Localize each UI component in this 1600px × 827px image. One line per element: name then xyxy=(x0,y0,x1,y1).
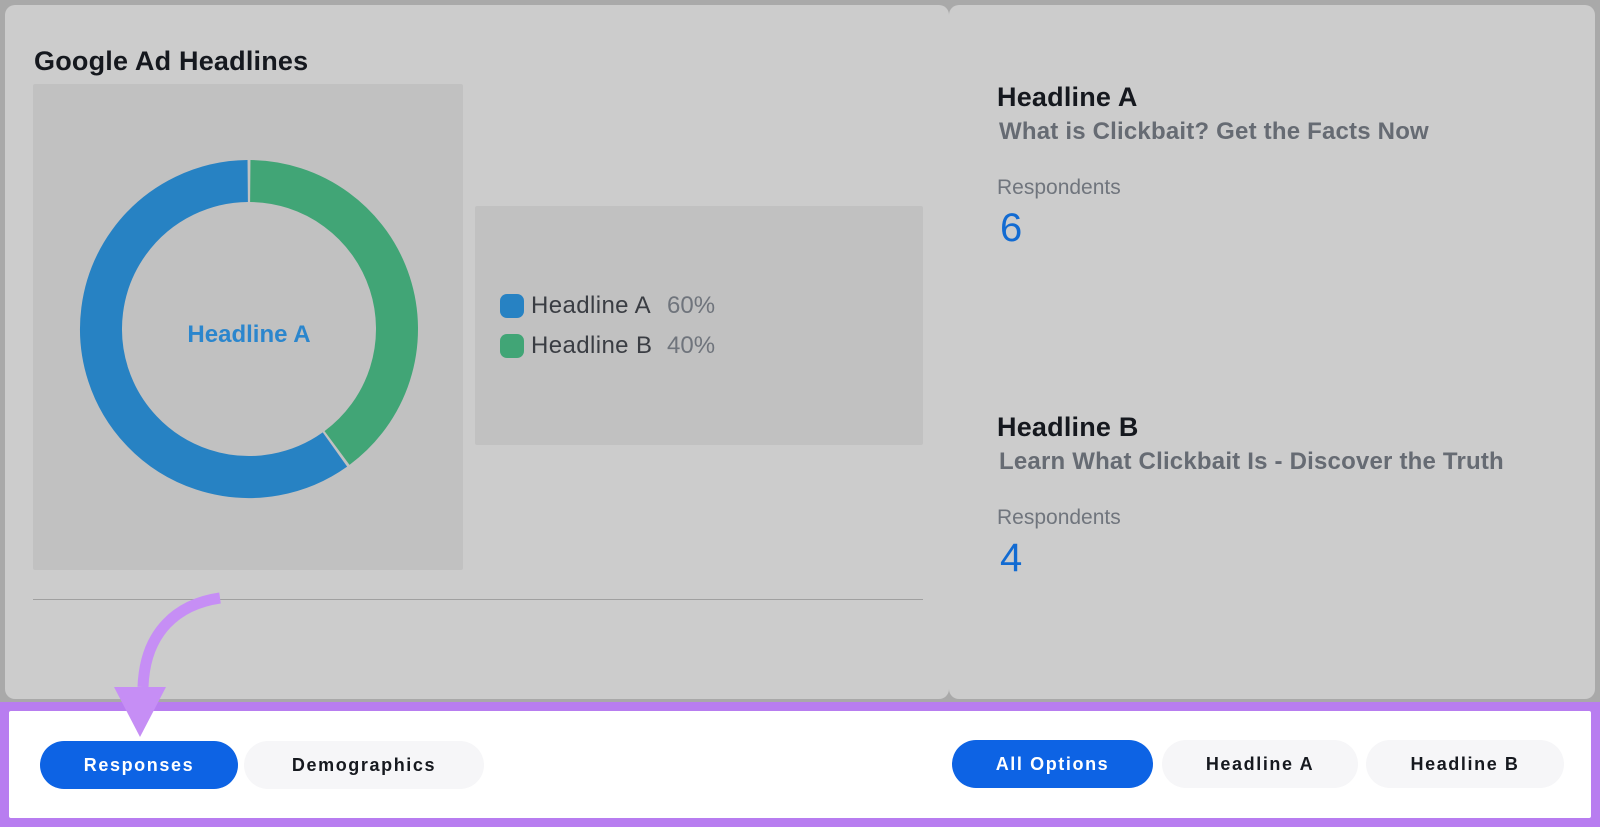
svg-text:Headline A: Headline A xyxy=(187,321,310,348)
